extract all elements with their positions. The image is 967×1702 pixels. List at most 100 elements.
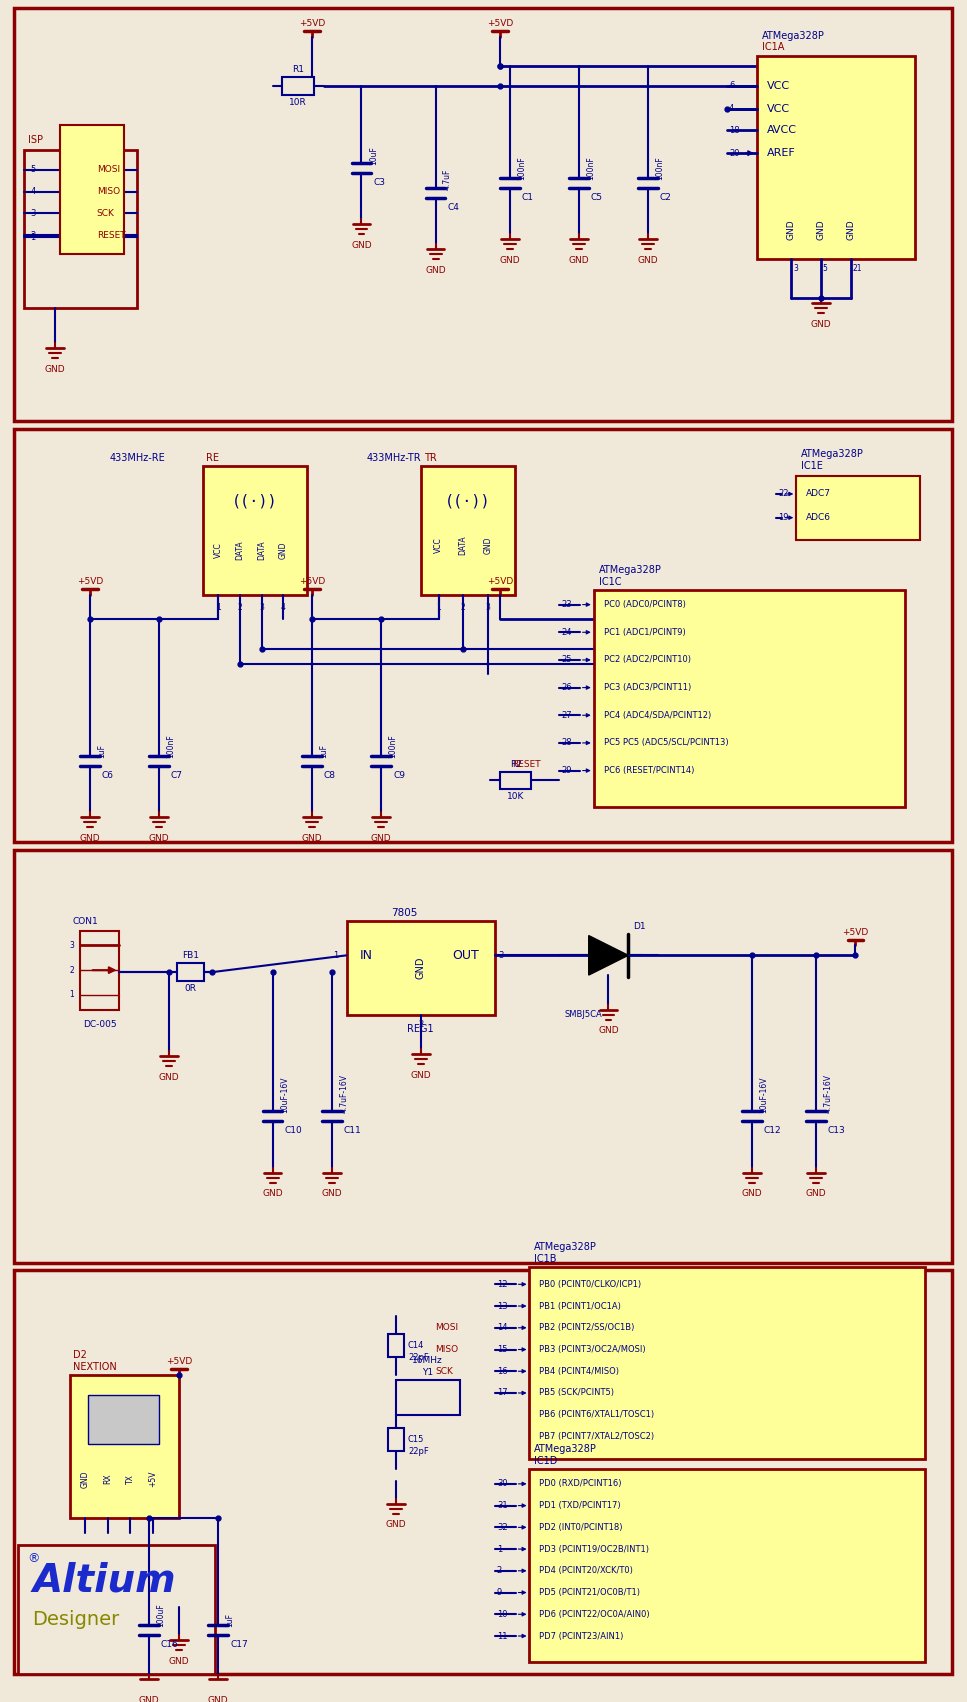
Text: AREF: AREF	[767, 148, 795, 158]
Text: 13: 13	[497, 1302, 508, 1311]
Text: Y1: Y1	[423, 1368, 433, 1377]
Text: C7: C7	[171, 771, 183, 780]
Text: 2: 2	[238, 603, 243, 611]
Text: 21: 21	[853, 264, 862, 272]
Text: OUT: OUT	[452, 948, 479, 962]
Text: 5: 5	[31, 165, 36, 174]
Text: 9: 9	[497, 1588, 502, 1596]
Text: C16: C16	[161, 1641, 179, 1649]
Text: 10R: 10R	[289, 97, 308, 107]
Text: DATA: DATA	[458, 536, 468, 555]
Text: R2: R2	[510, 759, 521, 769]
Text: 12: 12	[497, 1280, 508, 1288]
Text: 6: 6	[729, 82, 734, 90]
Text: 4: 4	[31, 187, 36, 196]
Bar	[421, 466, 514, 594]
Text: D1: D1	[633, 921, 646, 931]
Text: C8: C8	[324, 771, 336, 780]
Text: FB1: FB1	[182, 951, 199, 960]
Text: GND: GND	[499, 255, 520, 266]
Bar	[388, 1428, 404, 1452]
Text: 100nF: 100nF	[389, 734, 397, 757]
Text: DATA: DATA	[236, 541, 245, 560]
Text: 1uF: 1uF	[319, 744, 329, 757]
Text: Altium: Altium	[33, 1561, 176, 1600]
Text: C6: C6	[102, 771, 114, 780]
Text: ((·)): ((·))	[445, 494, 490, 509]
Text: PC2 (ADC2/PCINT10): PC2 (ADC2/PCINT10)	[603, 655, 690, 664]
Text: PB5 (SCK/PCINT5): PB5 (SCK/PCINT5)	[540, 1389, 614, 1397]
Text: 433MHz-RE: 433MHz-RE	[109, 453, 165, 463]
Text: PB0 (PCINT0/CLKO/ICP1): PB0 (PCINT0/CLKO/ICP1)	[540, 1280, 641, 1288]
Text: PD0 (RXD/PCINT16): PD0 (RXD/PCINT16)	[540, 1479, 622, 1488]
Text: 14: 14	[497, 1322, 508, 1333]
Text: IN: IN	[360, 948, 373, 962]
Text: 100nF: 100nF	[166, 734, 175, 757]
Text: PD6 (PCINT22/OC0A/AIN0): PD6 (PCINT22/OC0A/AIN0)	[540, 1610, 650, 1619]
Text: C10: C10	[284, 1127, 302, 1135]
Bar	[177, 963, 204, 980]
Text: GND: GND	[262, 1190, 283, 1198]
Text: ATMega328P: ATMega328P	[801, 449, 864, 460]
Text: 100nF: 100nF	[656, 157, 664, 180]
Text: 10: 10	[497, 1610, 508, 1619]
Bar	[756, 56, 915, 259]
Text: 1: 1	[216, 603, 220, 611]
Text: PC0 (ADC0/PCINT8): PC0 (ADC0/PCINT8)	[603, 601, 686, 609]
Text: PC1 (ADC1/PCINT9): PC1 (ADC1/PCINT9)	[603, 628, 686, 637]
Text: GND: GND	[599, 1026, 619, 1035]
Text: PD7 (PCINT23/AIN1): PD7 (PCINT23/AIN1)	[540, 1632, 624, 1641]
Text: PB4 (PCINT4/MISO): PB4 (PCINT4/MISO)	[540, 1367, 619, 1375]
Text: MISO: MISO	[435, 1345, 458, 1355]
Text: GND: GND	[278, 541, 288, 558]
Bar	[388, 1334, 404, 1358]
Text: RX: RX	[103, 1474, 112, 1484]
Text: PD2 (INT0/PCINT18): PD2 (INT0/PCINT18)	[540, 1523, 623, 1532]
Text: 23: 23	[561, 601, 571, 609]
Text: GND: GND	[149, 834, 169, 842]
Text: C2: C2	[659, 192, 672, 201]
Text: PD5 (PCINT21/OC0B/T1): PD5 (PCINT21/OC0B/T1)	[540, 1588, 640, 1596]
Text: PC4 (ADC4/SDA/PCINT12): PC4 (ADC4/SDA/PCINT12)	[603, 711, 711, 720]
Text: 32: 32	[497, 1523, 508, 1532]
Text: ISP: ISP	[28, 134, 43, 145]
Text: AVCC: AVCC	[767, 126, 797, 136]
Text: +5VD: +5VD	[486, 19, 513, 27]
Text: C13: C13	[828, 1127, 845, 1135]
Text: GND: GND	[208, 1697, 228, 1702]
Text: RE: RE	[206, 453, 220, 463]
Text: PC6 (RESET/PCINT14): PC6 (RESET/PCINT14)	[603, 766, 694, 774]
Text: GND: GND	[371, 834, 392, 842]
Text: IC1C: IC1C	[599, 577, 621, 587]
Text: C3: C3	[373, 177, 385, 187]
Text: 29: 29	[561, 766, 571, 774]
Text: IC1A: IC1A	[762, 43, 784, 53]
Text: DATA: DATA	[257, 541, 266, 560]
Text: 19: 19	[778, 514, 789, 523]
Text: REG1: REG1	[407, 1025, 434, 1035]
Text: 7805: 7805	[391, 907, 418, 917]
Text: ADC7: ADC7	[806, 490, 831, 499]
Text: 100nF: 100nF	[517, 157, 526, 180]
Text: +5VD: +5VD	[299, 577, 325, 585]
Bar	[14, 849, 952, 1263]
Bar	[23, 150, 137, 308]
Text: PB6 (PCINT6/XTAL1/TOSC1): PB6 (PCINT6/XTAL1/TOSC1)	[540, 1411, 655, 1419]
Text: GND: GND	[425, 266, 446, 274]
Text: GND: GND	[322, 1190, 342, 1198]
Text: GND: GND	[410, 1071, 431, 1079]
Text: DC-005: DC-005	[83, 1019, 116, 1028]
Text: GND: GND	[637, 255, 659, 266]
Text: GND: GND	[816, 220, 826, 240]
Text: RESET: RESET	[97, 231, 126, 240]
Text: GND: GND	[787, 220, 796, 240]
Text: VCC: VCC	[434, 538, 443, 553]
Text: 20: 20	[729, 148, 740, 158]
Text: 2: 2	[70, 965, 74, 975]
Text: PC5 PC5 (ADC5/SCL/PCINT13): PC5 PC5 (ADC5/SCL/PCINT13)	[603, 739, 728, 747]
Text: 1: 1	[70, 991, 74, 999]
Text: 1uF: 1uF	[225, 1613, 235, 1627]
Text: GND: GND	[139, 1697, 160, 1702]
Text: ATMega328P: ATMega328P	[535, 1445, 598, 1454]
Text: MOSI: MOSI	[97, 165, 120, 174]
